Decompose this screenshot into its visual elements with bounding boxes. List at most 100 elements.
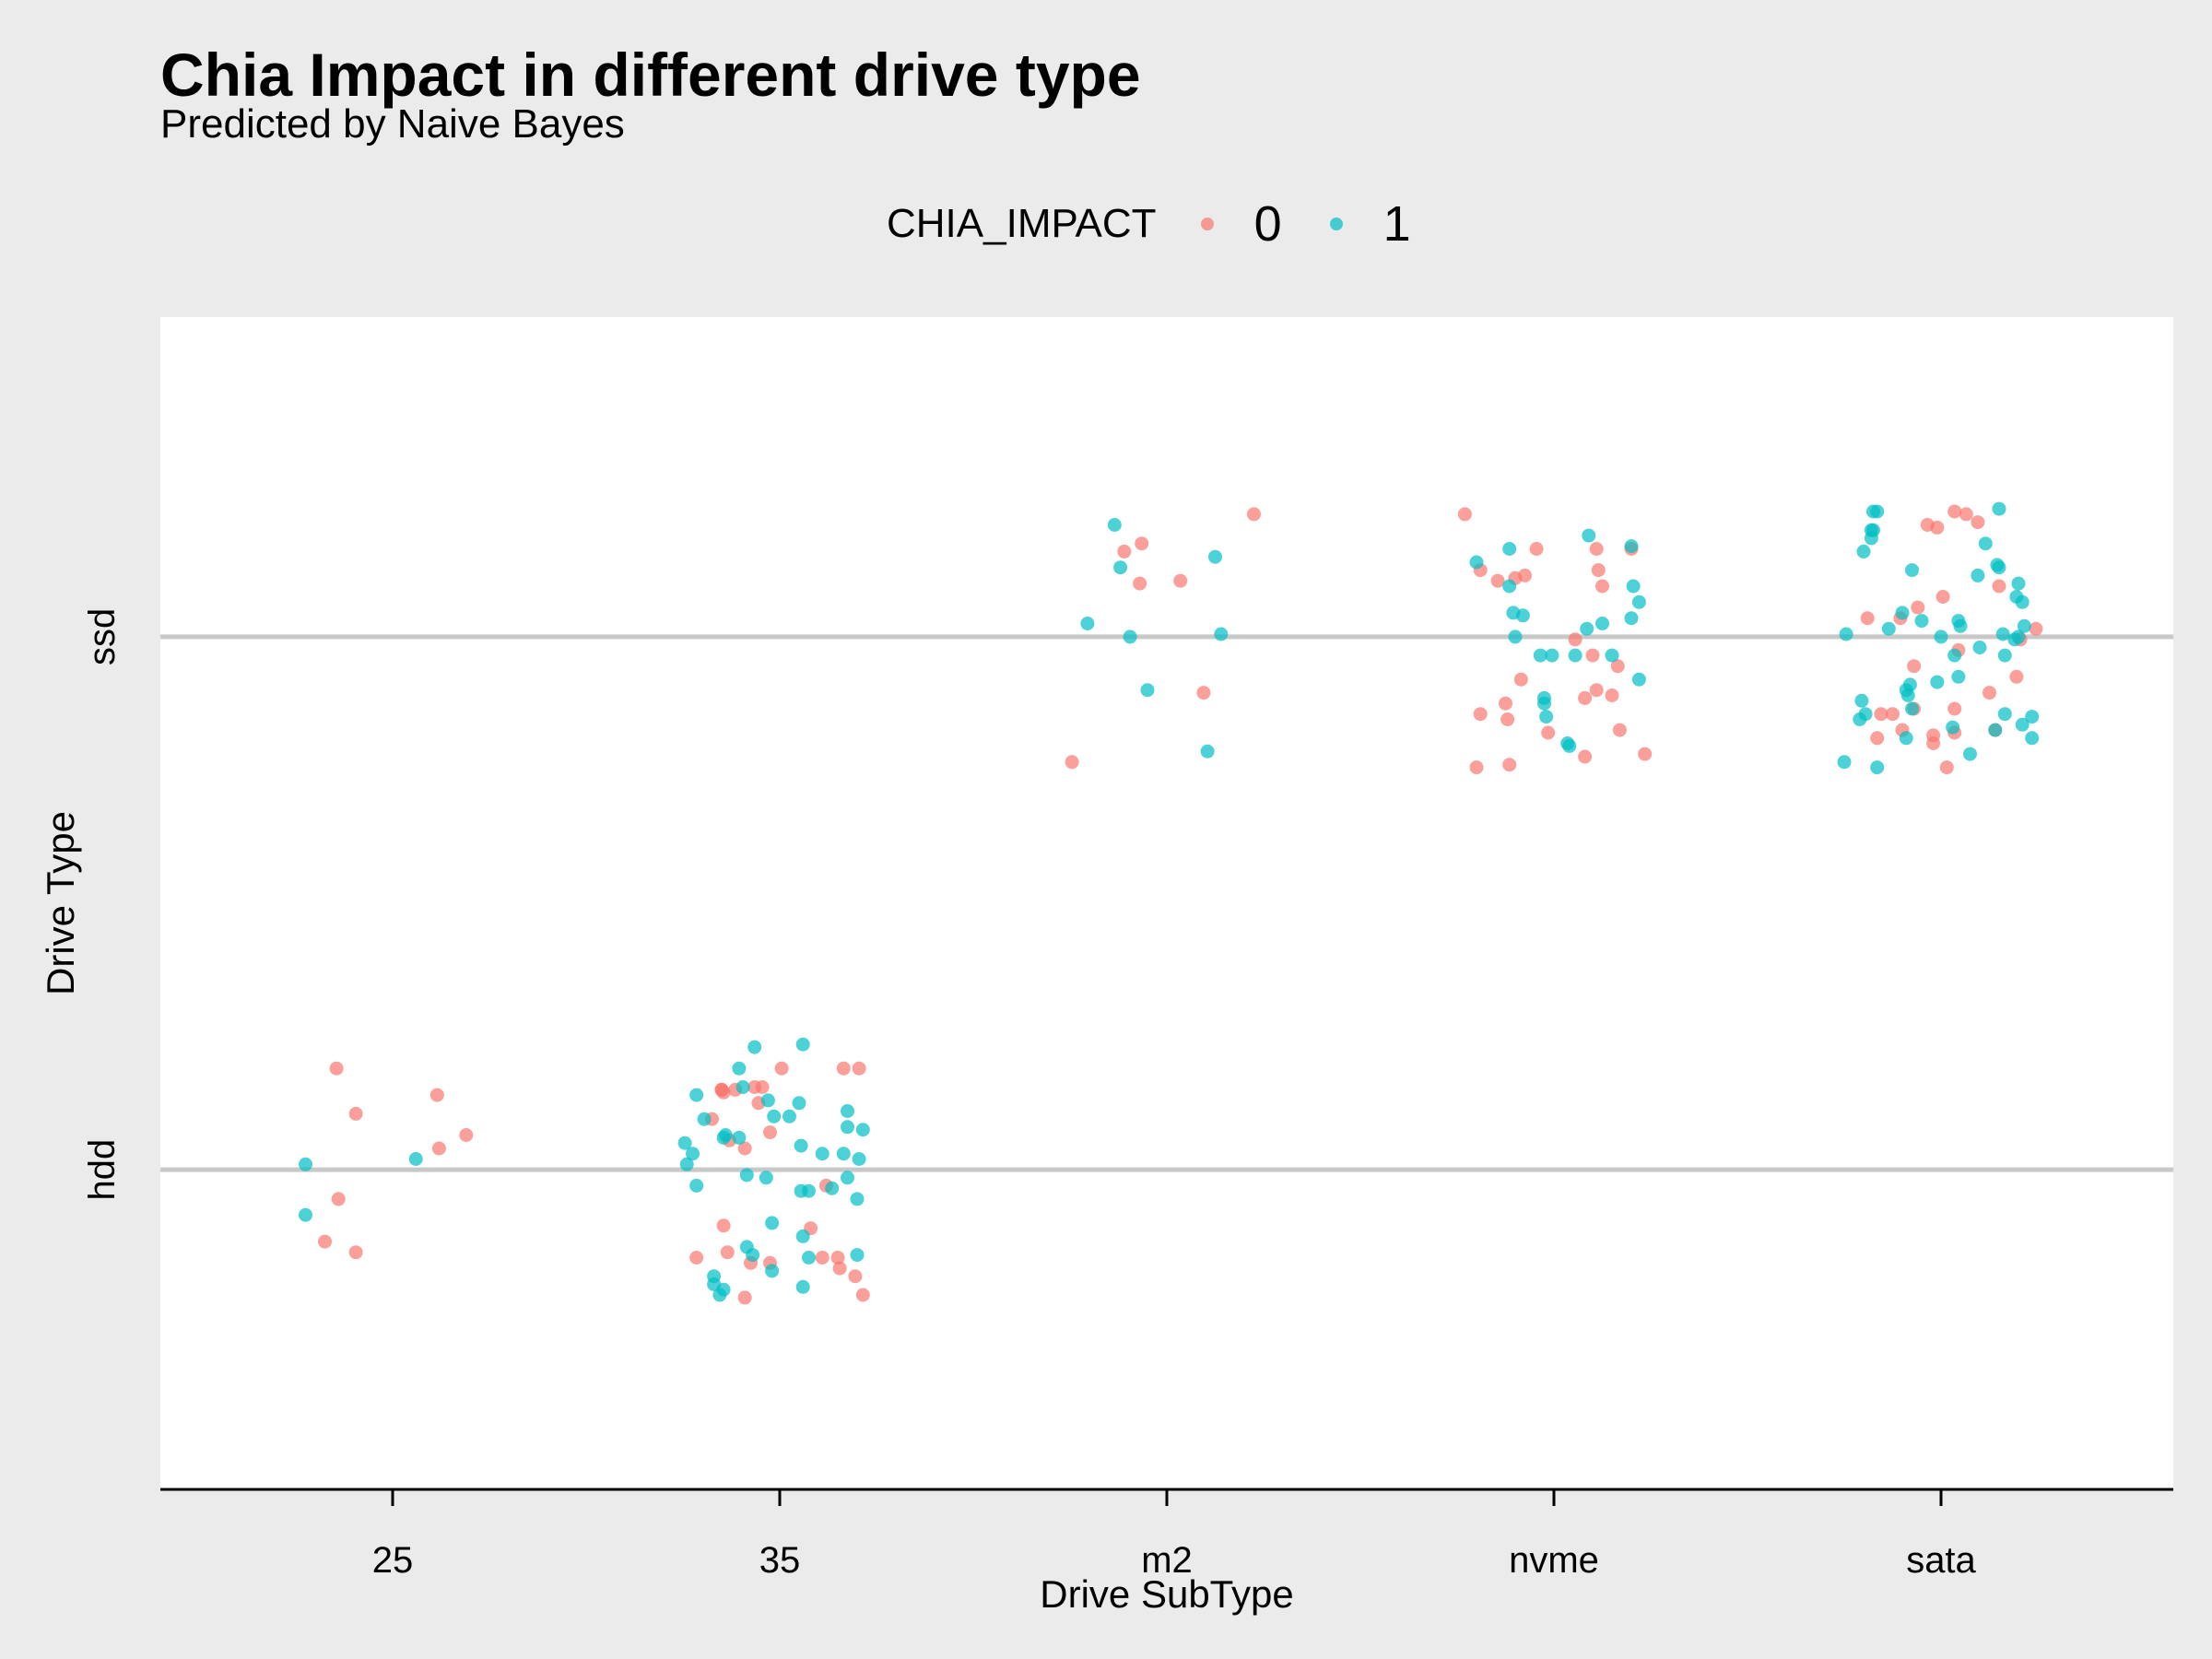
point-series-1	[677, 1135, 692, 1150]
point-series-1	[1963, 747, 1977, 761]
point-series-0	[1930, 520, 1945, 535]
point-series-0	[714, 1082, 729, 1097]
point-series-1	[792, 1096, 806, 1111]
point-series-0	[1947, 701, 1962, 716]
point-series-1	[2017, 618, 2031, 633]
point-series-1	[1853, 712, 1867, 726]
point-series-0	[1196, 686, 1211, 700]
point-series-0	[836, 1061, 851, 1076]
point-series-1	[1208, 549, 1222, 564]
point-series-0	[1947, 504, 1962, 519]
point-series-1	[1624, 539, 1639, 554]
point-series-0	[1473, 707, 1488, 722]
point-series-0	[1959, 507, 1973, 522]
legend-title: CHIA_IMPACT	[887, 201, 1157, 246]
point-series-1	[1624, 611, 1639, 626]
point-series-0	[1939, 760, 1954, 775]
point-series-0	[1502, 758, 1517, 772]
point-series-0	[1499, 696, 1512, 711]
point-series-1	[1515, 608, 1530, 623]
point-series-1	[1533, 648, 1547, 663]
point-series-1	[1870, 504, 1885, 519]
x-tick-label-m2: m2	[1141, 1540, 1193, 1581]
point-series-1	[1946, 720, 1960, 735]
point-series-1	[2015, 717, 2030, 732]
point-series-1	[712, 1288, 727, 1302]
point-series-1	[782, 1109, 796, 1124]
point-series-0	[830, 1251, 845, 1265]
point-series-0	[1117, 544, 1132, 559]
point-series-1	[795, 1037, 810, 1052]
point-series-1	[1580, 621, 1594, 636]
point-series-0	[716, 1218, 731, 1233]
y-tick-label-ssd: ssd	[82, 608, 123, 665]
point-series-1	[1582, 528, 1596, 543]
point-series-0	[1860, 611, 1875, 626]
point-series-0	[852, 1061, 866, 1076]
point-series-0	[1135, 536, 1149, 551]
legend-key-1	[1329, 218, 1343, 230]
point-series-0	[1992, 579, 2006, 594]
y-axis-label: Drive Type	[39, 811, 82, 995]
point-series-1	[795, 1279, 810, 1294]
point-series-0	[1907, 659, 1922, 674]
point-series-1	[732, 1130, 747, 1145]
point-series-1	[1905, 701, 1919, 716]
point-series-1	[1140, 683, 1155, 698]
point-series-1	[1988, 723, 2003, 737]
point-series-1	[765, 1216, 780, 1230]
point-series-1	[697, 1112, 712, 1126]
point-series-1	[850, 1248, 865, 1263]
point-series-0	[815, 1251, 830, 1265]
point-series-1	[795, 1229, 810, 1243]
point-series-0	[848, 1269, 863, 1284]
point-series-0	[1529, 542, 1544, 556]
point-series-1	[1214, 627, 1229, 641]
point-series-0	[1589, 542, 1604, 556]
point-series-1	[679, 1157, 694, 1171]
point-series-1	[855, 1123, 870, 1137]
point-series-1	[1856, 544, 1871, 559]
point-series-1	[2011, 629, 2026, 644]
point-series-1	[1508, 629, 1523, 644]
point-series-1	[2015, 594, 2030, 609]
point-series-0	[737, 1290, 752, 1305]
point-series-1	[759, 1171, 773, 1185]
point-series-1	[1905, 563, 1919, 578]
point-series-1	[1605, 648, 1619, 663]
point-series-1	[1107, 518, 1122, 532]
point-series-0	[1585, 648, 1600, 663]
point-series-1	[1502, 579, 1517, 594]
point-series-1	[735, 1080, 750, 1094]
point-series-0	[331, 1192, 346, 1206]
point-series-1	[2025, 731, 2040, 746]
point-series-0	[1457, 507, 1472, 522]
point-series-1	[1971, 568, 1985, 582]
point-series-0	[1874, 707, 1888, 722]
point-series-0	[429, 1088, 444, 1102]
point-series-0	[689, 1251, 704, 1265]
point-series-1	[1995, 627, 2010, 641]
x-axis-label: Drive SubType	[1040, 1572, 1293, 1616]
point-series-1	[1854, 693, 1869, 708]
point-series-0	[1173, 573, 1188, 588]
point-series-1	[739, 1168, 754, 1182]
point-series-0	[318, 1234, 332, 1249]
point-series-0	[1591, 563, 1606, 578]
point-series-0	[763, 1125, 777, 1140]
point-series-0	[459, 1128, 474, 1142]
point-series-0	[348, 1245, 363, 1260]
point-series-1	[841, 1104, 854, 1118]
point-series-1	[1080, 617, 1095, 630]
y-tick-label-hdd: hdd	[82, 1139, 123, 1201]
point-series-1	[299, 1207, 312, 1222]
point-series-1	[852, 1152, 866, 1166]
point-series-0	[1513, 672, 1528, 687]
point-series-1	[1839, 627, 1853, 641]
point-series-0	[2029, 621, 2043, 636]
legend-item-1: 1	[1329, 195, 1411, 253]
point-series-1	[1539, 710, 1554, 724]
data-points	[299, 501, 2043, 1305]
gridlines	[160, 634, 2173, 1172]
point-series-1	[689, 1088, 704, 1102]
